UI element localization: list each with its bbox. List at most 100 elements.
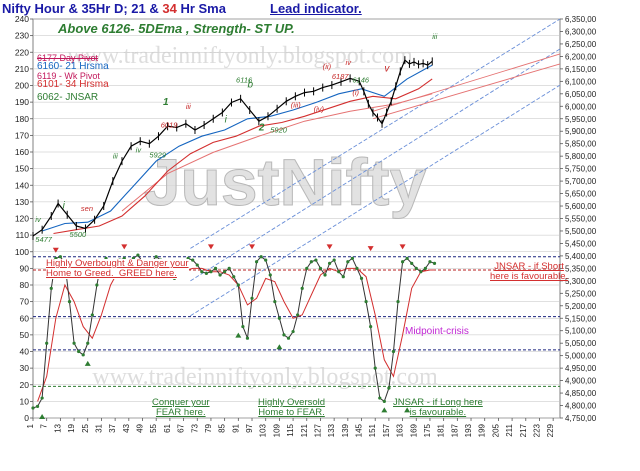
x-tick-label: 1 — [26, 423, 35, 428]
x-axis: 1 7 13 19 25 31 37 43 49 55 61 67 73 79 85 91 97 103 109 11… — [26, 418, 555, 437]
annotation-jnsar-long: JNSAR - if Long here is favourable. — [393, 397, 483, 418]
left-tick-label: 0 — [24, 413, 29, 423]
indicator-point — [391, 349, 396, 354]
indicator-point — [400, 260, 405, 264]
indicator-point — [81, 353, 85, 357]
url-watermark-top: www.tradeinniftyonly.blogspot.com — [67, 43, 413, 69]
short-trend-line-2 — [372, 63, 561, 120]
x-tick-label: 139 — [341, 423, 350, 437]
x-tick-label: 31 — [94, 423, 103, 432]
indicator-point — [378, 396, 382, 400]
sma-21-line — [41, 64, 433, 232]
wave-label: iii — [113, 152, 118, 161]
indicator-point — [359, 276, 364, 280]
sell-arrow-icon — [52, 247, 59, 253]
sell-arrow-icon — [326, 244, 333, 250]
indicator-point — [200, 270, 204, 274]
indicator-point — [195, 263, 199, 267]
x-tick-label: 211 — [505, 423, 514, 436]
wave-label: (iv) — [314, 104, 325, 113]
x-tick-label: 97 — [245, 423, 254, 432]
wave-label: 5929 — [149, 150, 167, 159]
indicator-point — [218, 273, 222, 277]
x-tick-label: 67 — [177, 423, 186, 432]
right-tick-label: 5,550,00 — [565, 215, 597, 224]
indicator-point — [346, 260, 350, 264]
left-tick-label: 170 — [15, 130, 29, 140]
right-tick-label: 5,150,00 — [565, 314, 597, 323]
wave-label: iv — [136, 145, 143, 154]
indicator-point — [341, 275, 345, 279]
indicator-point — [136, 253, 140, 257]
x-tick-label: 19 — [67, 423, 76, 432]
left-tick-label: 50 — [20, 330, 30, 340]
indicator-point — [154, 255, 158, 259]
indicator-point — [314, 258, 318, 262]
indicator-point — [72, 341, 76, 345]
indicator-point — [405, 256, 409, 260]
indicator-point — [282, 333, 286, 337]
wave-label: iii — [186, 102, 191, 111]
right-tick-label: 6,350,00 — [565, 15, 597, 24]
indicator-point — [232, 275, 236, 279]
x-tick-label: 55 — [149, 423, 158, 432]
channel-line-1 — [190, 18, 561, 249]
x-tick-label: 91 — [231, 423, 240, 432]
left-tick-label: 180 — [15, 114, 29, 124]
left-tick-label: 220 — [15, 47, 29, 57]
indicator-point — [58, 255, 62, 259]
wave-label: 5920 — [270, 125, 288, 134]
left-tick-label: 230 — [15, 31, 29, 41]
right-tick-label: 5,000,00 — [565, 352, 597, 361]
indicator-point — [77, 349, 81, 354]
x-tick-label: 43 — [122, 423, 131, 432]
right-tick-label: 6,150,00 — [565, 65, 597, 74]
sma-35d-line — [121, 93, 433, 212]
right-tick-label: 5,300,00 — [565, 277, 597, 286]
url-watermark-bottom: www.tradeinniftyonly.blogspot.com — [92, 364, 438, 390]
left-tick-label: 30 — [20, 363, 30, 373]
legend-21-hrsma: 6160- 21 Hrsma — [37, 61, 109, 72]
title-part-2: Hr Sma — [176, 1, 226, 16]
indicator-point — [49, 286, 53, 290]
x-tick-label: 187 — [450, 423, 459, 437]
x-tick-label: 85 — [218, 423, 227, 432]
x-tick-label: 223 — [532, 423, 541, 437]
indicator-point — [45, 341, 49, 345]
indicator-point — [327, 261, 332, 265]
wave-label: (i) — [352, 88, 359, 97]
left-tick-label: 40 — [20, 347, 30, 357]
indicator-point — [35, 404, 40, 408]
indicator-point — [236, 283, 240, 287]
indicator-point — [254, 260, 259, 264]
wave-label: (iii) — [291, 101, 301, 110]
x-tick-label: 13 — [53, 423, 62, 432]
x-tick-label: 79 — [204, 423, 213, 432]
wave-label: 2 — [258, 122, 265, 133]
indicator-point — [223, 270, 227, 274]
right-tick-label: 5,800,00 — [565, 152, 597, 161]
x-tick-label: 169 — [409, 423, 418, 437]
indicator-point — [387, 386, 391, 390]
left-tick-label: 240 — [15, 14, 29, 24]
left-tick-label: 140 — [15, 180, 29, 190]
indicator-point — [410, 261, 414, 265]
left-tick-label: 20 — [20, 380, 30, 390]
wave-label: 5500 — [70, 230, 88, 239]
indicator-point — [432, 261, 437, 265]
left-tick-label: 150 — [15, 164, 29, 174]
left-tick-label: 120 — [15, 214, 29, 224]
indicator-point — [382, 399, 386, 403]
indicator-point — [191, 258, 195, 262]
indicator-point — [291, 329, 295, 334]
signal-arrows — [39, 244, 411, 420]
chart-title: Nifty Hour & 35Hr D; 21 & 34 Hr Sma — [2, 1, 226, 16]
buy-arrow-icon — [404, 407, 411, 413]
annotation-conquer-fear: Conquer your FEAR here. — [152, 397, 210, 418]
indicator-point — [419, 270, 423, 274]
left-tick-label: 160 — [15, 147, 29, 157]
x-tick-label: 73 — [190, 423, 199, 432]
lead-indicator-label: Lead indicator. — [270, 1, 362, 16]
left-tick-label: 210 — [15, 64, 29, 74]
